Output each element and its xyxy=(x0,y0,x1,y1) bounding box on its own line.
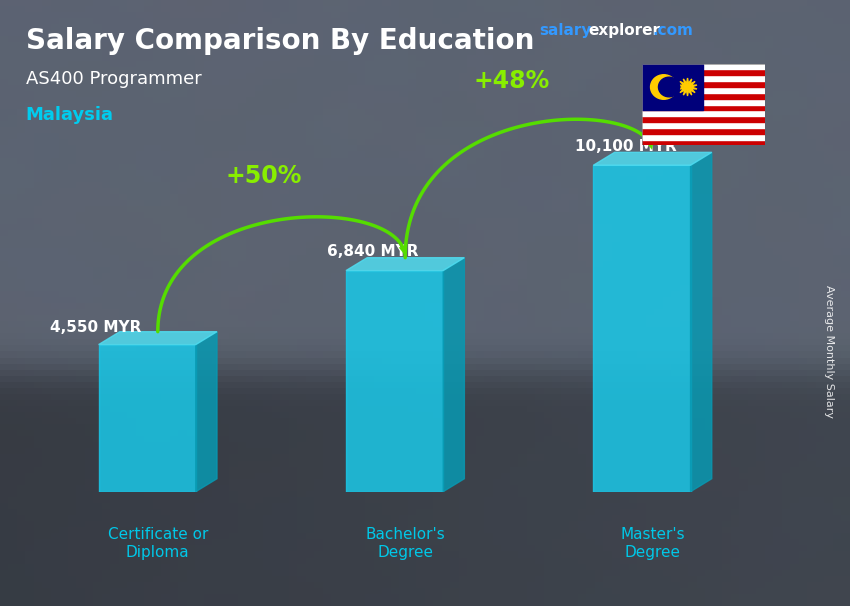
Bar xyxy=(642,104,765,110)
Text: +48%: +48% xyxy=(473,68,549,93)
Text: 6,840 MYR: 6,840 MYR xyxy=(327,244,419,259)
Polygon shape xyxy=(99,331,217,345)
Text: 10,100 MYR: 10,100 MYR xyxy=(575,139,677,154)
Bar xyxy=(642,64,703,110)
Text: .com: .com xyxy=(653,23,694,38)
Bar xyxy=(593,165,690,491)
Bar xyxy=(642,99,765,104)
Text: Bachelor's
Degree: Bachelor's Degree xyxy=(366,527,445,559)
Bar xyxy=(642,81,765,87)
Bar xyxy=(642,128,765,134)
Bar xyxy=(642,110,765,116)
Text: Master's
Degree: Master's Degree xyxy=(620,527,685,559)
Bar xyxy=(642,116,765,122)
Bar xyxy=(642,70,765,75)
Text: Malaysia: Malaysia xyxy=(26,106,114,124)
Text: +50%: +50% xyxy=(225,164,302,188)
Bar xyxy=(642,134,765,139)
Text: Salary Comparison By Education: Salary Comparison By Education xyxy=(26,27,534,55)
Bar xyxy=(642,87,765,93)
Polygon shape xyxy=(346,258,464,271)
Text: Certificate or
Diploma: Certificate or Diploma xyxy=(108,527,208,559)
Bar xyxy=(346,271,443,491)
Bar xyxy=(642,122,765,128)
Bar xyxy=(642,64,765,70)
Circle shape xyxy=(650,75,677,99)
Polygon shape xyxy=(196,331,217,491)
Text: explorer: explorer xyxy=(588,23,660,38)
Polygon shape xyxy=(690,152,711,491)
Text: 4,550 MYR: 4,550 MYR xyxy=(50,320,141,335)
Text: AS400 Programmer: AS400 Programmer xyxy=(26,70,201,88)
Polygon shape xyxy=(593,152,711,165)
Circle shape xyxy=(659,77,680,97)
Polygon shape xyxy=(678,78,697,96)
Polygon shape xyxy=(443,258,464,491)
Bar xyxy=(642,75,765,81)
Bar xyxy=(642,139,765,145)
Text: salary: salary xyxy=(540,23,592,38)
Text: Average Monthly Salary: Average Monthly Salary xyxy=(824,285,834,418)
Bar xyxy=(642,93,765,99)
Bar xyxy=(99,345,196,491)
